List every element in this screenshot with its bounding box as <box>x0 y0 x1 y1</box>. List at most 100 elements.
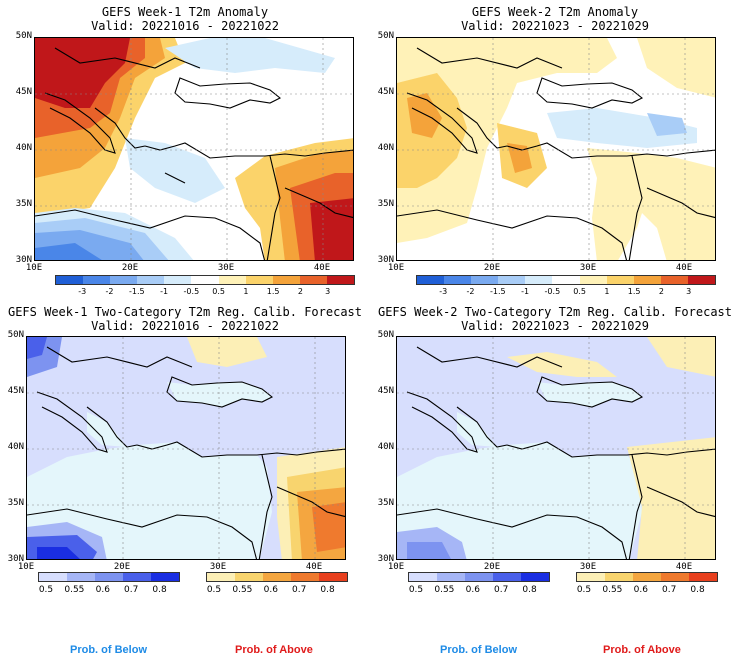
anomaly-scale-label: 1 <box>604 287 610 296</box>
lat-label: 30N <box>377 554 394 564</box>
colorbar-swatch <box>39 573 67 581</box>
lat-label: 35N <box>7 498 24 508</box>
below-scale-label: 0.6 <box>95 585 110 595</box>
anomaly-scale-label: -1.5 <box>490 287 506 296</box>
panel-1-title: GEFS Week-1 T2m Anomaly Valid: 20221016 -… <box>0 5 370 33</box>
lat-label: 40N <box>15 143 32 153</box>
colorbar-swatch <box>633 276 661 284</box>
anomaly-scale-label: -3 <box>439 287 448 296</box>
panel-1-title-text: GEFS Week-1 T2m Anomaly <box>101 5 269 19</box>
panel-4-title: GEFS Week-2 Two-Category T2m Reg. Calib.… <box>370 305 740 333</box>
colorbar-swatch <box>191 276 219 284</box>
lat-label: 45N <box>377 386 394 396</box>
anomaly-scale-label: -1 <box>160 287 169 296</box>
lon-label: 20E <box>121 263 139 273</box>
lat-label: 40N <box>7 442 24 452</box>
anomaly-scale-label: 1.5 <box>266 287 280 296</box>
colorbar-swatch <box>552 276 580 284</box>
lon-label: 10E <box>387 562 405 572</box>
map-week1-probability <box>26 336 346 560</box>
anomaly-scale-label: 0.5 <box>573 287 586 296</box>
anomaly-scale-label: -0.5 <box>544 287 561 296</box>
panel-4-title-text: GEFS Week-2 Two-Category T2m Reg. Calib.… <box>377 305 732 319</box>
below-scale-label: 0.8 <box>152 585 167 595</box>
lat-label: 35N <box>15 199 32 209</box>
colorbar-swatch <box>437 573 465 581</box>
lat-label: 35N <box>377 498 394 508</box>
lon-label: 40E <box>305 562 323 572</box>
lon-label: 30E <box>217 263 235 273</box>
colorbar-swatch <box>83 276 111 284</box>
anomaly-scale-label: 0.5 <box>212 287 225 296</box>
above-scale-label: 0.8 <box>690 585 705 595</box>
colorbar-swatch <box>164 276 192 284</box>
colorbar-swatch <box>326 276 355 284</box>
above-scale-label: 0.8 <box>320 585 335 595</box>
anomaly-scale-label: -0.5 <box>183 287 200 296</box>
panel-4-valid: Valid: 20221023 - 20221029 <box>461 319 649 333</box>
above-scale-label: 0.5 <box>576 585 592 595</box>
lon-label: 40E <box>675 263 693 273</box>
colorbar-swatch <box>218 276 246 284</box>
lon-label: 30E <box>209 562 227 572</box>
colorbar-swatch <box>661 573 689 581</box>
anomaly-scale-label: 1.5 <box>627 287 641 296</box>
colorbar-swatch <box>525 276 553 284</box>
prob-above-label-left: Prob. of Above <box>235 644 313 656</box>
above-scale-label: 0.7 <box>662 585 677 595</box>
below-scale-label: 0.7 <box>494 585 509 595</box>
colorbar-swatch <box>417 276 445 284</box>
anomaly-scale-label: 3 <box>686 287 692 296</box>
above-scale-label: 0.55 <box>232 585 253 595</box>
lat-label: 40N <box>377 442 394 452</box>
colorbar-swatch <box>444 276 472 284</box>
below-scale-label: 0.5 <box>38 585 54 595</box>
colorbar-swatch <box>151 573 179 581</box>
lat-label: 50N <box>15 31 32 41</box>
lon-label: 30E <box>579 562 597 572</box>
colorbar-swatch <box>207 573 235 581</box>
lat-label: 40N <box>377 143 394 153</box>
panel-1-valid: Valid: 20221016 - 20221022 <box>91 19 279 33</box>
colorbar-swatch <box>493 573 521 581</box>
prob-below-label-left: Prob. of Below <box>70 644 147 656</box>
above-scale-label: 0.7 <box>292 585 307 595</box>
lat-label: 50N <box>377 330 394 340</box>
map-week2-anomaly <box>396 37 716 261</box>
colorbar-swatch <box>235 573 263 581</box>
lat-label: 30N <box>377 255 394 265</box>
above-colorbar-week2 <box>576 572 718 582</box>
colorbar-swatch <box>272 276 300 284</box>
below-colorbar-week1 <box>38 572 180 582</box>
lon-label: 10E <box>25 263 43 273</box>
lat-label: 50N <box>7 330 24 340</box>
below-colorbar-week2 <box>408 572 550 582</box>
colorbar-swatch <box>95 573 123 581</box>
colorbar-swatch <box>577 573 605 581</box>
lon-label: 30E <box>579 263 597 273</box>
panel-3-valid: Valid: 20221016 - 20221022 <box>91 319 279 333</box>
lon-label: 20E <box>483 263 501 273</box>
panel-3-title: GEFS Week-1 Two-Category T2m Reg. Calib.… <box>0 305 370 333</box>
above-scale-label: 0.5 <box>206 585 222 595</box>
lon-label: 40E <box>675 562 693 572</box>
colorbar-swatch <box>687 276 716 284</box>
anomaly-scale-label: -3 <box>78 287 87 296</box>
panel-2-valid: Valid: 20221023 - 20221029 <box>461 19 649 33</box>
anomaly-scale-label: -2 <box>466 287 475 296</box>
below-scale-label: 0.5 <box>408 585 424 595</box>
map-week2-probability <box>396 336 716 560</box>
colorbar-swatch <box>123 573 151 581</box>
lon-label: 40E <box>313 263 331 273</box>
lon-label: 10E <box>17 562 35 572</box>
lat-label: 35N <box>377 199 394 209</box>
below-scale-label: 0.6 <box>465 585 480 595</box>
above-scale-label: 0.55 <box>602 585 623 595</box>
below-scale-label: 0.55 <box>434 585 455 595</box>
anomaly-scale-label: 1 <box>243 287 249 296</box>
lat-label: 50N <box>377 31 394 41</box>
panel-2-title-text: GEFS Week-2 T2m Anomaly <box>471 5 639 19</box>
anomaly-scale-label: 2 <box>297 287 303 296</box>
colorbar-swatch <box>633 573 661 581</box>
colorbar-swatch <box>291 573 319 581</box>
